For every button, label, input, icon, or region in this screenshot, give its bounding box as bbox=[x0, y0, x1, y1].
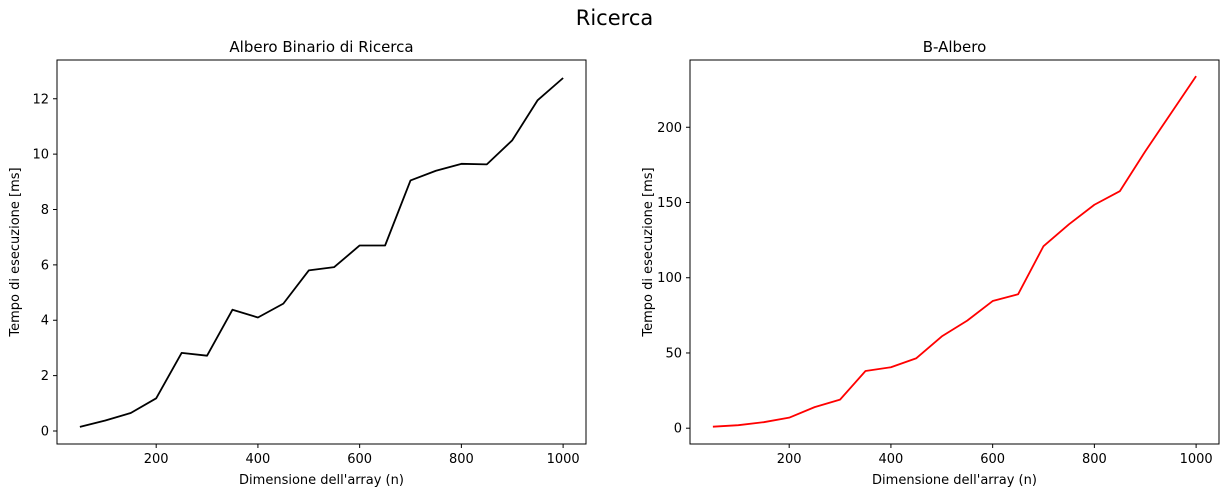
x-tick-label: 800 bbox=[449, 452, 474, 467]
x-tick-label: 400 bbox=[246, 452, 271, 467]
x-tick-label: 600 bbox=[347, 452, 372, 467]
x-tick-label: 600 bbox=[980, 452, 1005, 467]
subplot-2-title: B-Albero bbox=[923, 38, 987, 56]
y-tick-label: 12 bbox=[32, 92, 49, 107]
y-tick-label: 50 bbox=[665, 346, 682, 361]
y-tick-label: 10 bbox=[32, 148, 49, 163]
x-tick-label: 200 bbox=[144, 452, 169, 467]
series-line-1 bbox=[79, 77, 564, 428]
y-tick-label: 6 bbox=[41, 258, 49, 273]
figure-suptitle: Ricerca bbox=[575, 6, 654, 30]
x-tick-label: 400 bbox=[879, 452, 904, 467]
y-axis-label: Tempo di esecuzione [ms] bbox=[8, 167, 23, 337]
x-tick-label: 200 bbox=[777, 452, 802, 467]
y-tick-label: 150 bbox=[657, 196, 682, 211]
y-tick-label: 0 bbox=[674, 422, 682, 437]
series-line-1 bbox=[712, 75, 1197, 428]
y-tick-label: 100 bbox=[657, 271, 682, 286]
x-axis-label: Dimensione dell'array (n) bbox=[239, 473, 404, 488]
subplot-1-title: Albero Binario di Ricerca bbox=[229, 38, 413, 56]
y-tick-label: 8 bbox=[41, 203, 49, 218]
y-tick-label: 0 bbox=[41, 424, 49, 439]
plot-frame bbox=[689, 59, 1220, 445]
y-axis-label: Tempo di esecuzione [ms] bbox=[641, 167, 656, 337]
x-tick-label: 1000 bbox=[1180, 452, 1213, 467]
x-axis-label: Dimensione dell'array (n) bbox=[872, 473, 1037, 488]
x-tick-label: 1000 bbox=[547, 452, 580, 467]
y-tick-label: 4 bbox=[41, 314, 49, 329]
plot-frame bbox=[56, 59, 587, 445]
subplot-2: B-Albero 200 400 600 800 1000 0 50 100 150 200 Dime… bbox=[641, 38, 1220, 488]
y-tick-label: 2 bbox=[41, 369, 49, 384]
y-tick-label: 200 bbox=[657, 121, 682, 136]
x-tick-label: 800 bbox=[1082, 452, 1107, 467]
